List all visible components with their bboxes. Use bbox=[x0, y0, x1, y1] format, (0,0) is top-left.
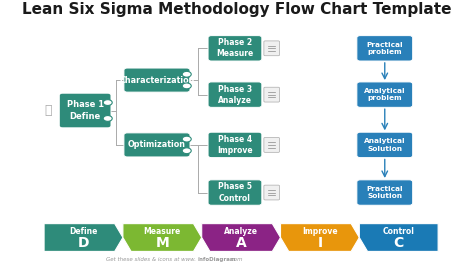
FancyBboxPatch shape bbox=[208, 36, 262, 61]
FancyBboxPatch shape bbox=[208, 180, 262, 205]
FancyBboxPatch shape bbox=[357, 82, 413, 107]
Polygon shape bbox=[281, 224, 359, 251]
Polygon shape bbox=[44, 224, 123, 251]
FancyBboxPatch shape bbox=[357, 180, 413, 205]
Circle shape bbox=[103, 115, 112, 121]
Text: infoDiagram: infoDiagram bbox=[198, 257, 236, 262]
Text: Analytical
Solution: Analytical Solution bbox=[364, 138, 406, 152]
Text: Practical
Solution: Practical Solution bbox=[366, 186, 403, 199]
FancyBboxPatch shape bbox=[264, 41, 280, 56]
FancyBboxPatch shape bbox=[124, 68, 190, 92]
Text: Phase 4
Improve: Phase 4 Improve bbox=[217, 135, 253, 155]
Text: .com: .com bbox=[229, 257, 243, 262]
FancyBboxPatch shape bbox=[124, 133, 190, 157]
Text: 🗒: 🗒 bbox=[45, 104, 52, 117]
FancyBboxPatch shape bbox=[357, 36, 413, 61]
Text: Define: Define bbox=[69, 227, 98, 236]
Text: C: C bbox=[393, 236, 404, 250]
Text: Phase 5
Control: Phase 5 Control bbox=[218, 182, 252, 203]
Text: Phase 3
Analyze: Phase 3 Analyze bbox=[218, 85, 252, 105]
FancyBboxPatch shape bbox=[357, 132, 413, 158]
FancyBboxPatch shape bbox=[208, 132, 262, 158]
Circle shape bbox=[182, 136, 191, 142]
Circle shape bbox=[182, 83, 191, 89]
Circle shape bbox=[103, 100, 112, 106]
Circle shape bbox=[182, 71, 191, 77]
FancyBboxPatch shape bbox=[264, 185, 280, 200]
Text: Control: Control bbox=[383, 227, 415, 236]
Text: Characterization: Characterization bbox=[119, 76, 195, 85]
Polygon shape bbox=[359, 224, 438, 251]
Polygon shape bbox=[202, 224, 281, 251]
Text: D: D bbox=[78, 236, 89, 250]
Text: Analytical
problem: Analytical problem bbox=[364, 88, 406, 101]
Text: Optimization: Optimization bbox=[128, 140, 186, 149]
Text: Measure: Measure bbox=[144, 227, 181, 236]
Text: I: I bbox=[318, 236, 322, 250]
FancyBboxPatch shape bbox=[264, 87, 280, 102]
Text: Analyze: Analyze bbox=[224, 227, 258, 236]
Text: Improve: Improve bbox=[302, 227, 338, 236]
Text: Phase 1
Define: Phase 1 Define bbox=[66, 101, 104, 120]
Text: M: M bbox=[155, 236, 169, 250]
Text: A: A bbox=[236, 236, 246, 250]
Text: Lean Six Sigma Methodology Flow Chart Template: Lean Six Sigma Methodology Flow Chart Te… bbox=[22, 2, 452, 17]
FancyBboxPatch shape bbox=[59, 93, 111, 128]
Circle shape bbox=[182, 148, 191, 154]
FancyBboxPatch shape bbox=[264, 138, 280, 152]
Polygon shape bbox=[123, 224, 202, 251]
Text: Practical
problem: Practical problem bbox=[366, 41, 403, 55]
FancyBboxPatch shape bbox=[208, 82, 262, 107]
Text: Get these slides & icons at www.: Get these slides & icons at www. bbox=[106, 257, 196, 262]
Text: Phase 2
Measure: Phase 2 Measure bbox=[216, 38, 254, 58]
